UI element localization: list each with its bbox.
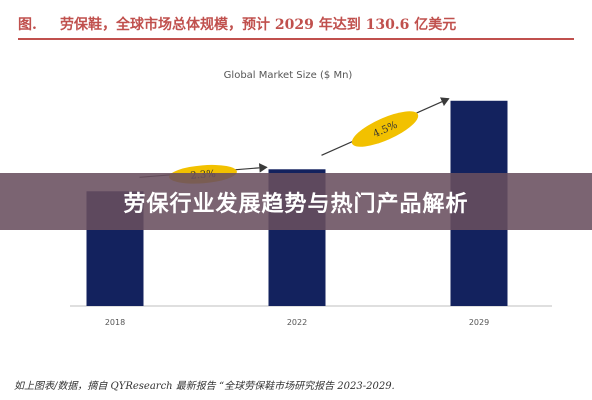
growth-label: 4.5% [351, 111, 419, 147]
banner-title: 劳保行业发展趋势与热门产品解析 [123, 191, 469, 217]
figure-tag: 图. [18, 17, 37, 33]
figure-header: 图. 劳保鞋，全球市场总体规模，预计 2029 年达到 130.6 亿美元 [18, 8, 574, 40]
growth-label-ellipse [351, 111, 419, 147]
tick-labels-layer: 2018 2022 2029 [105, 318, 489, 327]
chart-title: Global Market Size ($ Mn) [224, 70, 353, 81]
x-tick-label: 2022 [287, 318, 307, 327]
figure-caption: 劳保鞋，全球市场总体规模，预计 2029 年达到 130.6 亿美元 [60, 17, 457, 33]
x-tick-label: 2018 [105, 318, 125, 327]
title-banner: 劳保行业发展趋势与热门产品解析 [0, 173, 592, 230]
x-tick-label: 2029 [469, 318, 489, 327]
source-note: 如上图表/数据，摘自 QYResearch 最新报告 “全球劳保鞋市场研究报告 … [14, 381, 395, 392]
